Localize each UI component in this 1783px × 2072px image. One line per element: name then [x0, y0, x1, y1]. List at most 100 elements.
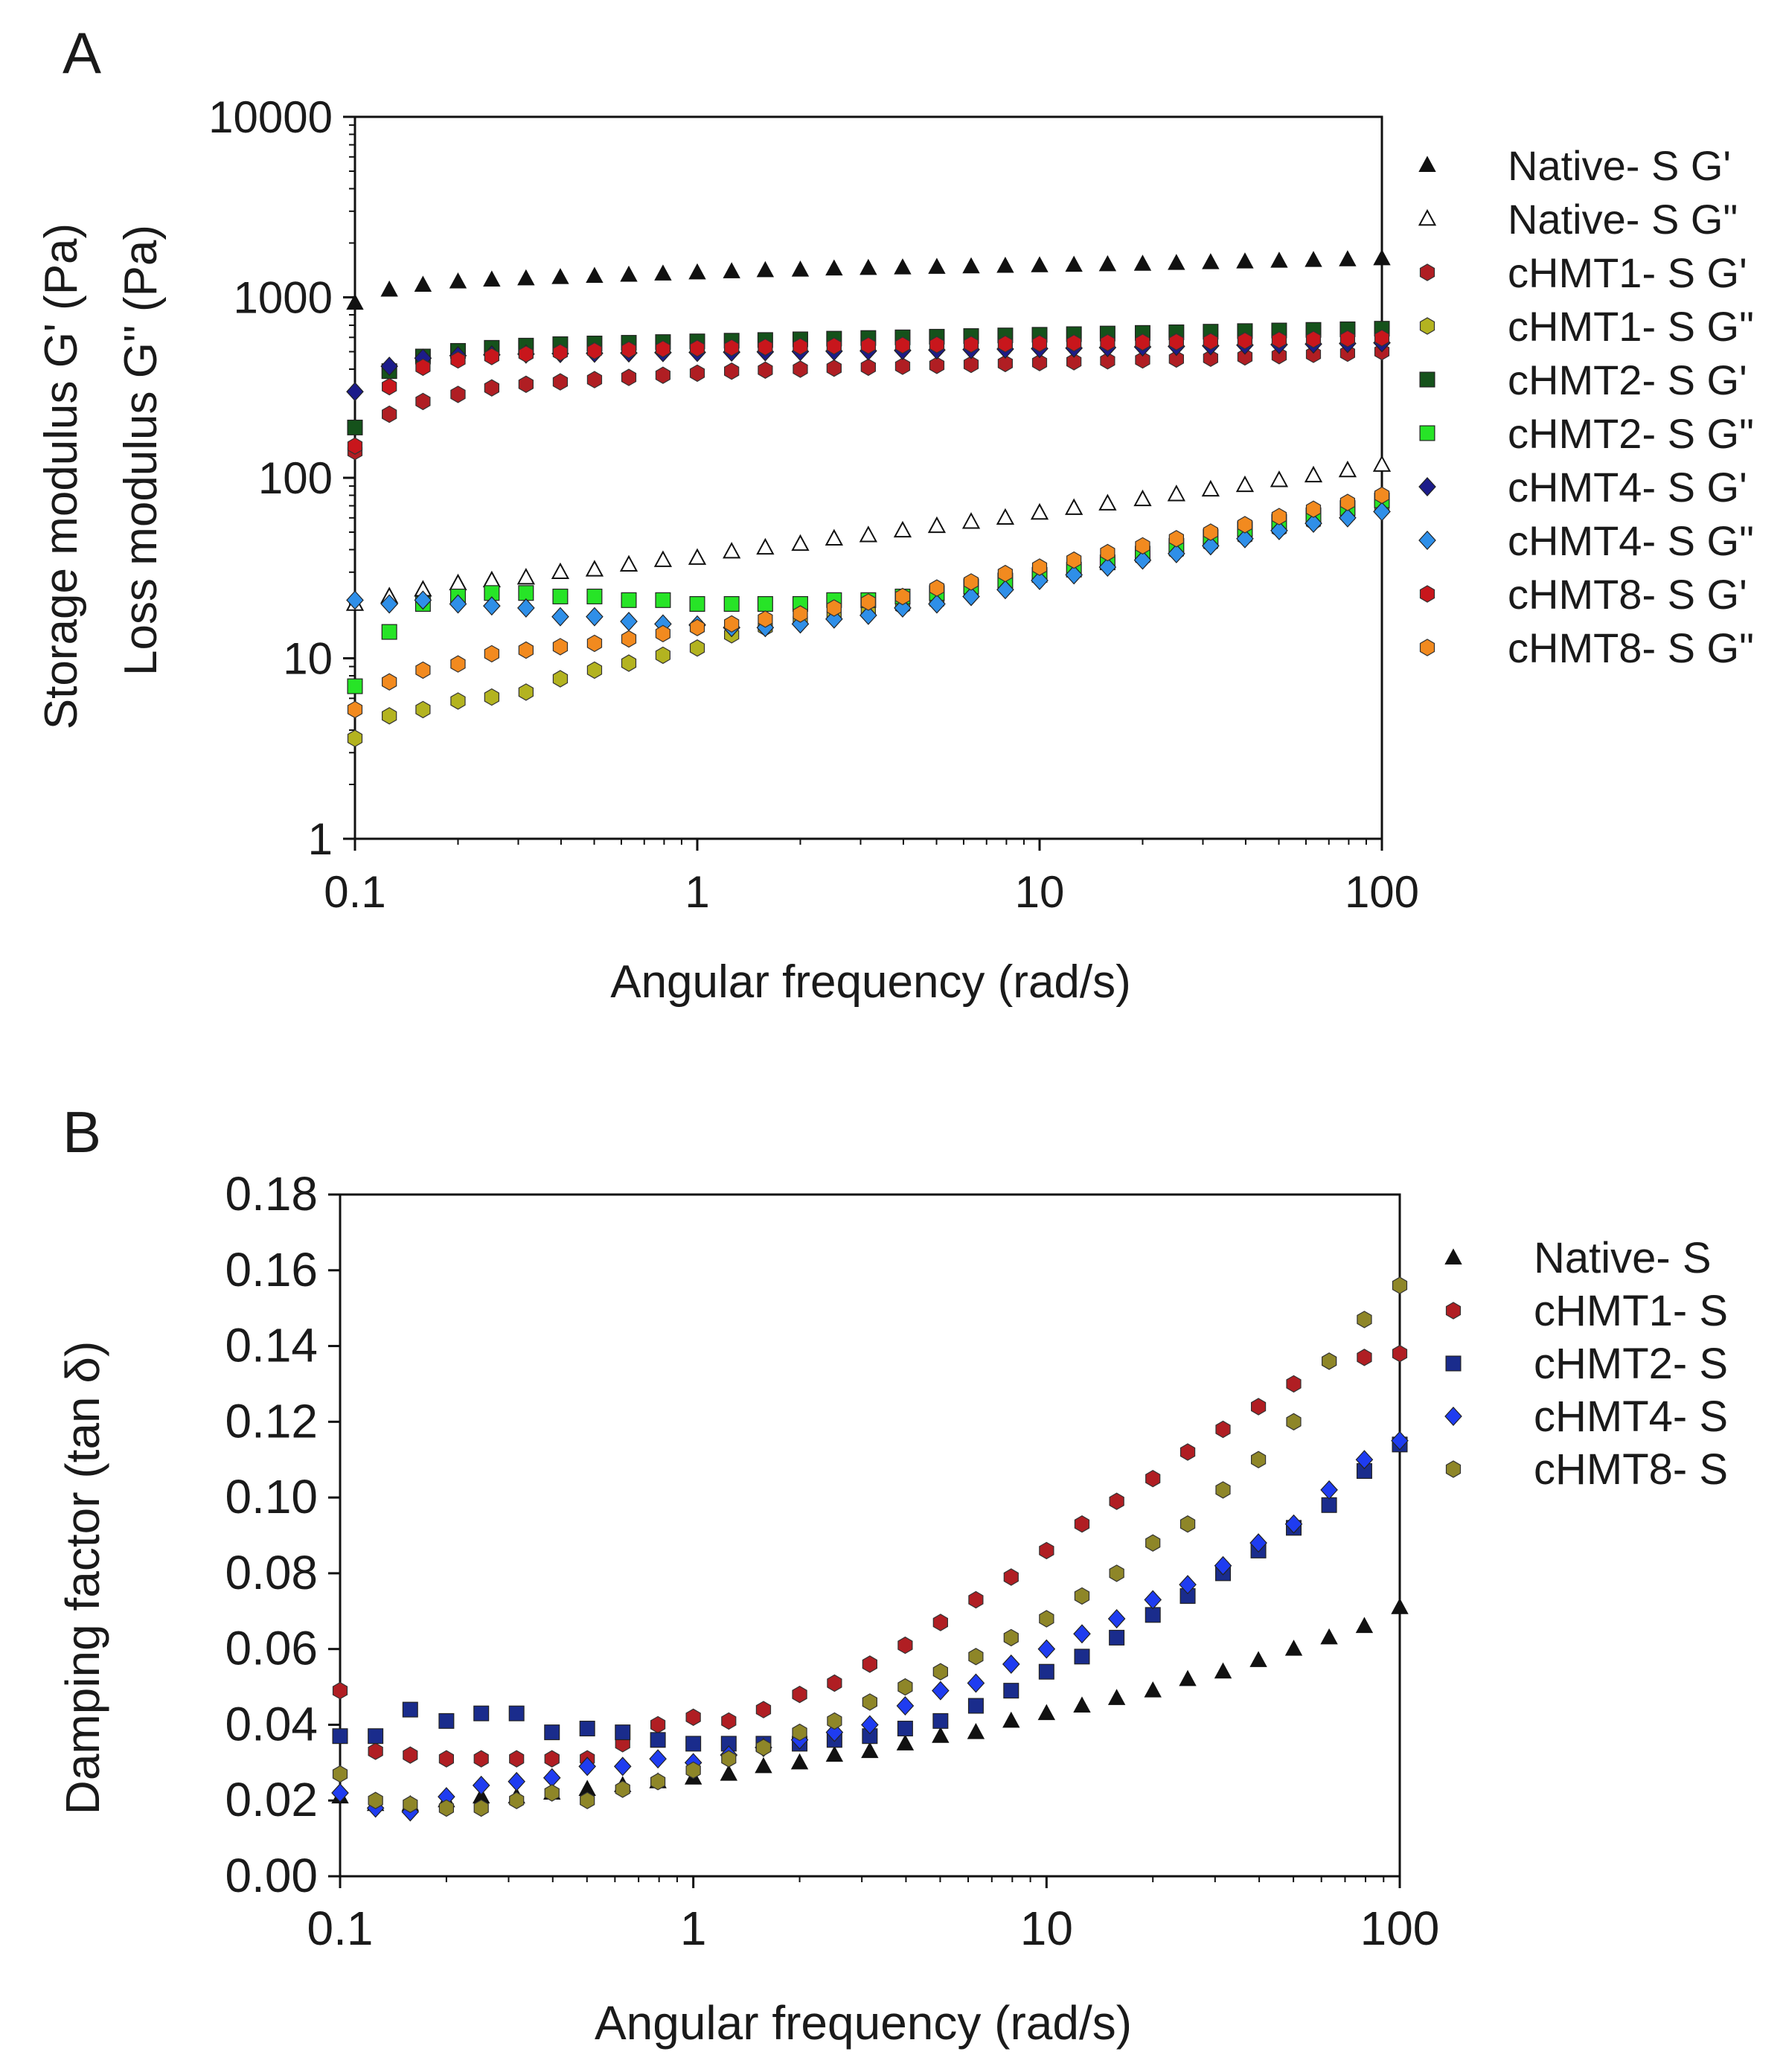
- data-point: [473, 1705, 490, 1721]
- data-point: [1135, 537, 1150, 555]
- legend-marker: [1418, 531, 1436, 550]
- y-tick-label: 10000: [208, 92, 333, 142]
- data-point: [552, 343, 569, 362]
- legend-marker: [1419, 585, 1435, 603]
- data-point: [896, 1696, 915, 1716]
- y-tick-label: 0.02: [225, 1773, 318, 1826]
- series-chmt2-s-g: [347, 492, 1390, 694]
- legend-marker: [1445, 1460, 1462, 1478]
- data-point: [860, 593, 877, 611]
- data-point: [859, 525, 877, 543]
- data-point: [1179, 1669, 1197, 1686]
- legend-item-native-s-g: Native- S G': [1418, 142, 1731, 189]
- data-point: [621, 654, 637, 672]
- data-point: [689, 339, 705, 357]
- data-point: [723, 615, 740, 633]
- data-point: [1179, 1515, 1196, 1533]
- data-point: [332, 1765, 348, 1783]
- legend-label: cHMT1- S: [1534, 1287, 1728, 1335]
- data-point: [368, 1742, 383, 1760]
- data-point: [1374, 329, 1390, 347]
- panel-b-ylabel: Damping factor (tan δ): [56, 1341, 109, 1815]
- data-point: [509, 1750, 525, 1768]
- data-point: [861, 1742, 879, 1759]
- plot-frame: [339, 1193, 1401, 1878]
- data-point: [655, 366, 671, 384]
- data-point: [482, 570, 501, 588]
- data-point: [381, 707, 397, 725]
- data-point: [450, 351, 466, 369]
- data-point: [1037, 1639, 1056, 1659]
- data-point: [1305, 500, 1322, 518]
- data-point: [1392, 1276, 1408, 1294]
- data-point: [551, 562, 570, 580]
- y-tick-label: 0.06: [225, 1622, 318, 1675]
- data-point: [793, 337, 808, 356]
- legend-label: cHMT1- S G': [1508, 249, 1747, 296]
- data-point: [967, 1673, 985, 1693]
- data-point: [1039, 1610, 1054, 1628]
- data-point: [621, 341, 637, 359]
- data-point: [1392, 1345, 1408, 1363]
- data-point: [1339, 330, 1356, 348]
- data-point: [929, 336, 945, 354]
- data-point: [1030, 502, 1049, 520]
- data-point: [1168, 543, 1185, 563]
- data-point: [1073, 1696, 1091, 1713]
- x-tick-label: 100: [1345, 867, 1419, 917]
- data-point: [1320, 1480, 1338, 1500]
- data-point: [381, 405, 397, 423]
- data-point: [578, 1756, 597, 1777]
- data-point: [826, 337, 842, 355]
- data-point: [1031, 354, 1048, 371]
- data-point: [1286, 1413, 1302, 1430]
- y-tick-label: 10: [283, 634, 333, 684]
- data-point: [1321, 1352, 1337, 1370]
- y-tick-label: 0.12: [225, 1394, 318, 1448]
- legend-label: cHMT4- S G": [1508, 517, 1754, 564]
- data-point: [544, 1724, 560, 1741]
- data-point: [1100, 352, 1115, 370]
- data-point: [586, 634, 603, 653]
- data-point: [968, 1648, 984, 1666]
- data-point: [653, 550, 673, 567]
- legend-marker: [1445, 1355, 1462, 1372]
- data-point: [1065, 565, 1083, 585]
- data-point: [1391, 1430, 1409, 1451]
- data-point: [347, 678, 363, 694]
- data-point: [450, 655, 466, 673]
- data-point: [1144, 1590, 1162, 1610]
- data-point: [650, 1732, 666, 1748]
- legend-label: cHMT4- S: [1534, 1392, 1728, 1441]
- data-point: [347, 437, 363, 455]
- legend-item-chmt4-s-g: cHMT4- S G": [1418, 517, 1754, 564]
- data-point: [755, 1701, 772, 1718]
- data-point: [650, 1773, 666, 1791]
- data-point: [518, 585, 534, 601]
- data-point: [655, 646, 671, 665]
- data-point: [962, 257, 980, 274]
- data-point: [517, 269, 535, 286]
- data-point: [962, 586, 980, 607]
- data-point: [1271, 331, 1287, 349]
- data-point: [1270, 252, 1288, 268]
- data-point: [860, 336, 877, 355]
- data-point: [551, 607, 569, 627]
- data-point: [826, 599, 842, 617]
- data-point: [1109, 1629, 1125, 1646]
- data-point: [347, 700, 363, 719]
- data-point: [1098, 557, 1117, 577]
- data-point: [897, 1678, 913, 1696]
- data-point: [381, 673, 397, 691]
- data-point: [932, 1713, 949, 1729]
- data-point: [542, 1768, 561, 1788]
- data-point: [586, 607, 604, 627]
- panel-a-xlabel: Angular frequency (rad/s): [610, 956, 1131, 1008]
- data-point: [1286, 1375, 1302, 1393]
- data-point: [1107, 1608, 1126, 1628]
- data-point: [894, 336, 911, 354]
- data-point: [1031, 334, 1048, 353]
- data-point: [997, 354, 1014, 373]
- legend-label: cHMT2- S: [1534, 1340, 1728, 1388]
- legend-item-native-s-g: Native- S G": [1418, 196, 1738, 243]
